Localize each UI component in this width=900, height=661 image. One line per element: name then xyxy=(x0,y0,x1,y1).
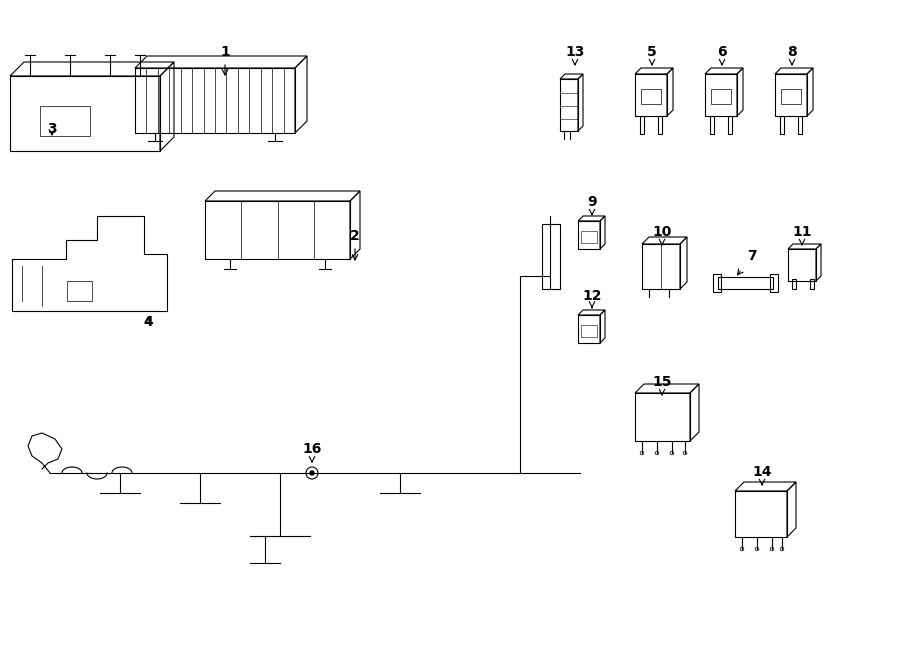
Bar xyxy=(711,89,731,104)
Text: 2: 2 xyxy=(350,229,360,243)
Text: 8: 8 xyxy=(788,45,796,59)
Text: 10: 10 xyxy=(652,225,671,239)
Bar xyxy=(641,89,661,104)
Text: 3: 3 xyxy=(47,122,57,136)
Bar xyxy=(810,279,814,289)
Bar xyxy=(718,277,773,289)
Bar xyxy=(560,79,578,131)
Bar xyxy=(581,231,597,243)
Text: 13: 13 xyxy=(565,45,585,59)
Circle shape xyxy=(310,471,314,475)
Bar xyxy=(728,116,732,134)
Bar xyxy=(642,244,680,289)
Bar xyxy=(640,116,644,134)
Bar xyxy=(713,274,721,292)
Bar xyxy=(67,281,92,301)
Bar xyxy=(658,116,662,134)
Bar xyxy=(710,116,714,134)
Bar xyxy=(10,76,160,151)
Text: 5: 5 xyxy=(647,45,657,59)
Text: 12: 12 xyxy=(582,289,602,303)
Bar xyxy=(781,89,801,104)
Bar xyxy=(635,74,667,116)
Bar xyxy=(798,116,802,134)
Bar xyxy=(770,274,778,292)
Bar xyxy=(135,68,295,133)
Bar xyxy=(635,393,690,441)
Bar xyxy=(775,74,807,116)
Bar xyxy=(40,106,90,136)
Text: 6: 6 xyxy=(717,45,727,59)
Bar xyxy=(205,201,350,259)
Text: 14: 14 xyxy=(752,465,772,479)
Text: 9: 9 xyxy=(587,195,597,209)
Bar xyxy=(735,491,787,537)
Text: 7: 7 xyxy=(747,249,757,263)
Bar xyxy=(581,325,597,337)
Text: 15: 15 xyxy=(652,375,671,389)
Text: 1: 1 xyxy=(220,45,230,59)
Bar xyxy=(780,116,784,134)
Text: 4: 4 xyxy=(143,315,153,329)
Bar xyxy=(578,315,600,343)
Bar xyxy=(792,279,796,289)
Bar xyxy=(542,224,560,289)
Text: 11: 11 xyxy=(792,225,812,239)
Bar xyxy=(705,74,737,116)
Bar xyxy=(578,221,600,249)
Bar xyxy=(788,249,816,281)
Text: 16: 16 xyxy=(302,442,321,456)
